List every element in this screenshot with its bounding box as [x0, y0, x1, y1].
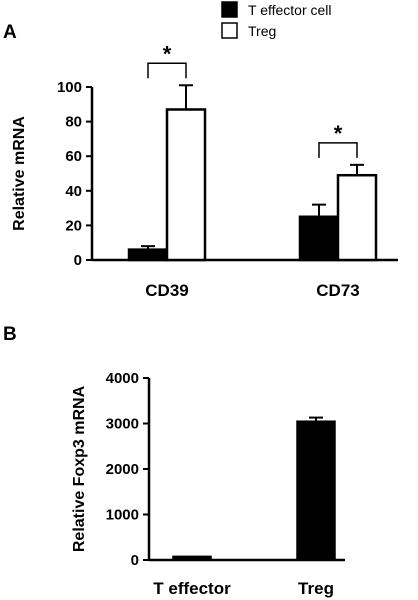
y-tick-label: 80: [65, 114, 82, 131]
category-label: T effector: [153, 579, 231, 598]
y-tick-label: 1000: [106, 507, 139, 524]
y-tick-label: 0: [74, 252, 82, 269]
legend-label: Treg: [248, 23, 276, 39]
significance-bracket: [318, 142, 358, 158]
category-label: CD73: [316, 281, 359, 300]
y-tick-label: 3000: [106, 416, 139, 433]
panel-a: A 0 20 40 60 80 100 Relative mRNA CD39 CD73 * * T ef…: [3, 1, 398, 300]
bar-t-effector-cell-cd39: [127, 248, 169, 262]
y-tick-label: 0: [131, 552, 139, 569]
y-tick-label: 60: [65, 148, 82, 165]
significance-bracket: [147, 62, 187, 79]
y-tick-label: 100: [57, 79, 82, 96]
legend-swatch: [221, 22, 238, 39]
bar-treg: [296, 420, 336, 561]
y-tick-label: 20: [65, 217, 82, 234]
bar-treg-cd73: [336, 173, 378, 262]
y-axis-label: Relative mRNA: [11, 116, 28, 231]
category-label: Treg: [298, 579, 334, 598]
category-label: CD39: [145, 281, 188, 300]
y-axis-label: Relative Foxp3 mRNA: [71, 385, 88, 552]
significance-star: *: [163, 41, 172, 66]
panel-letter: B: [3, 324, 17, 345]
significance-star: *: [334, 121, 343, 146]
y-tick-label: 40: [65, 183, 82, 200]
y-tick-label: 2000: [106, 461, 139, 478]
bar-t-effector-cell-cd73: [298, 215, 340, 262]
panel-letter: A: [3, 22, 17, 43]
legend-label: T effector cell: [248, 2, 332, 18]
legend-swatch: [221, 1, 238, 18]
y-tick-label: 4000: [106, 370, 139, 387]
bar-treg-cd39: [165, 108, 207, 262]
panel-b: B 0 1000 2000 3000 4000 Relative Foxp3 mRNA T e…: [3, 324, 345, 598]
bar-t-effector: [172, 555, 212, 561]
